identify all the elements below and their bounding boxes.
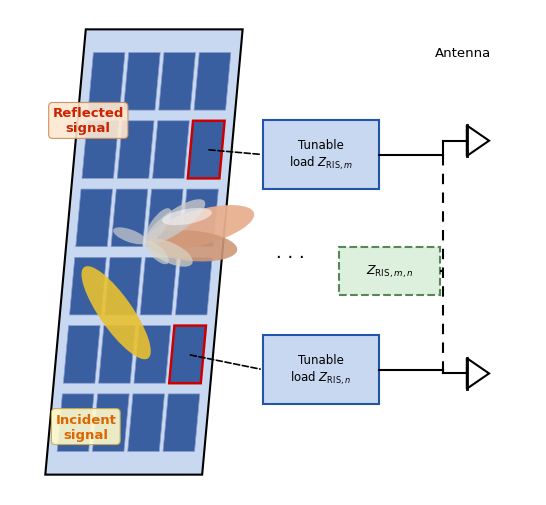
- Text: Tunable
load $Z_{\mathrm{RIS},n}$: Tunable load $Z_{\mathrm{RIS},n}$: [290, 354, 352, 386]
- Polygon shape: [82, 122, 118, 179]
- Polygon shape: [188, 122, 224, 179]
- Polygon shape: [159, 54, 195, 111]
- Polygon shape: [146, 190, 183, 247]
- Polygon shape: [169, 326, 206, 383]
- Polygon shape: [117, 122, 154, 179]
- Polygon shape: [182, 190, 218, 247]
- Polygon shape: [140, 258, 177, 315]
- Ellipse shape: [146, 200, 205, 244]
- Text: $Z_{\mathrm{RIS},m,n}$: $Z_{\mathrm{RIS},m,n}$: [366, 263, 413, 280]
- Text: Reflected
signal: Reflected signal: [52, 107, 124, 135]
- Polygon shape: [69, 258, 106, 315]
- Text: Antenna: Antenna: [435, 46, 491, 60]
- Ellipse shape: [146, 231, 238, 262]
- Polygon shape: [175, 258, 212, 315]
- Polygon shape: [105, 258, 141, 315]
- Text: . . .: . . .: [276, 243, 305, 262]
- Ellipse shape: [146, 239, 193, 267]
- Polygon shape: [467, 359, 489, 389]
- Polygon shape: [467, 126, 489, 157]
- Polygon shape: [152, 122, 189, 179]
- Polygon shape: [123, 54, 160, 111]
- Ellipse shape: [146, 206, 254, 250]
- Polygon shape: [57, 394, 94, 451]
- Text: Tunable
load $Z_{\mathrm{RIS},m}$: Tunable load $Z_{\mathrm{RIS},m}$: [289, 139, 353, 172]
- Ellipse shape: [81, 267, 151, 360]
- Polygon shape: [134, 326, 171, 383]
- Polygon shape: [128, 394, 164, 451]
- Polygon shape: [63, 326, 100, 383]
- Polygon shape: [76, 190, 112, 247]
- Polygon shape: [194, 54, 231, 111]
- Polygon shape: [111, 190, 148, 247]
- Polygon shape: [163, 394, 200, 451]
- Ellipse shape: [162, 209, 212, 226]
- Ellipse shape: [113, 228, 147, 245]
- Ellipse shape: [145, 209, 171, 243]
- Polygon shape: [88, 54, 125, 111]
- Polygon shape: [99, 326, 135, 383]
- Polygon shape: [92, 394, 129, 451]
- Text: Incident
signal: Incident signal: [55, 413, 116, 441]
- Ellipse shape: [146, 241, 169, 265]
- FancyBboxPatch shape: [263, 336, 379, 404]
- FancyBboxPatch shape: [263, 121, 379, 189]
- Polygon shape: [45, 30, 242, 475]
- FancyBboxPatch shape: [339, 247, 440, 295]
